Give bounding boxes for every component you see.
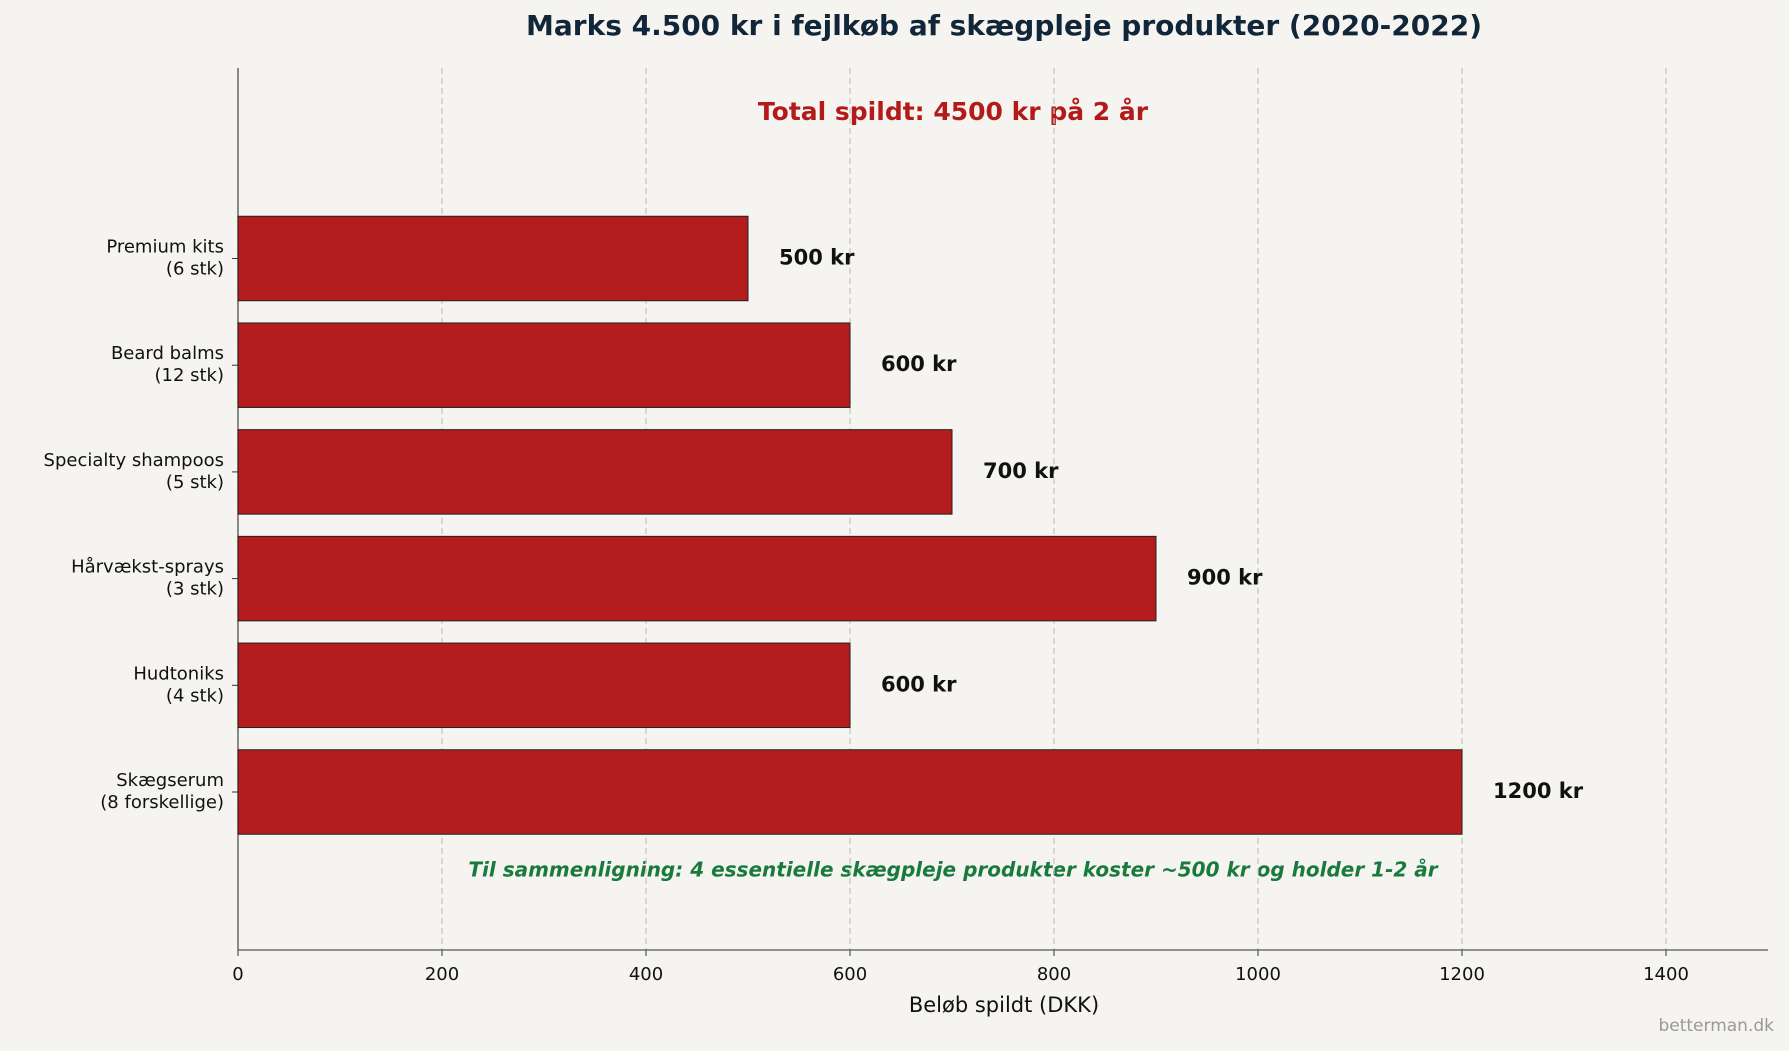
chart-title: Marks 4.500 kr i fejlkøb af skægpleje pr…: [526, 9, 1482, 42]
x-tick-label: 0: [232, 964, 243, 985]
x-tick-label: 200: [425, 964, 459, 985]
label-line: (12 stk): [154, 365, 224, 386]
value-label: 600 kr: [881, 672, 957, 696]
label-line: (6 stk): [166, 259, 224, 280]
x-tick-label: 1400: [1643, 964, 1689, 985]
bar: [237, 215, 749, 302]
x-tick-label: 1000: [1235, 964, 1281, 985]
label-line: Hudtoniks: [133, 663, 224, 684]
y-tick-label: Hudtoniks (4 stk): [133, 663, 224, 706]
value-label: 900 kr: [1187, 566, 1263, 590]
watermark: betterman.dk: [1658, 1016, 1774, 1036]
x-axis-label: Beløb spildt (DKK): [909, 993, 1099, 1017]
label-line: (3 stk): [166, 579, 224, 600]
y-tick-label: Skægserum (8 forskellige): [100, 770, 224, 813]
bar: [237, 749, 1463, 835]
value-label: 1200 kr: [1493, 779, 1584, 803]
value-label: 500 kr: [779, 246, 855, 270]
x-tick-label: 600: [833, 964, 867, 985]
x-tick-label: 800: [1037, 964, 1071, 985]
label-line: Specialty shampoos: [44, 450, 224, 471]
value-label: 700 kr: [983, 459, 1059, 483]
x-tick-label: 400: [629, 964, 663, 985]
bar: [237, 429, 953, 515]
bar: [237, 322, 851, 408]
value-label: 600 kr: [881, 352, 957, 376]
bar: [237, 642, 851, 729]
annotation: Total spildt: 4500 kr på 2 år: [758, 97, 1149, 126]
label-line: (5 stk): [166, 472, 224, 493]
label-line: Skægserum: [116, 770, 224, 791]
y-tick-label: Hårvækst-sprays (3 stk): [71, 557, 224, 600]
note: Til sammenligning: 4 essentielle skægple…: [468, 858, 1438, 882]
y-tick-label: Beard balms (12 stk): [111, 343, 224, 386]
label-line: Premium kits: [106, 237, 224, 258]
y-tick-label: Specialty shampoos (5 stk): [44, 450, 224, 493]
label-line: (4 stk): [166, 685, 224, 706]
x-tick-label: 1200: [1439, 964, 1485, 985]
label-line: Beard balms: [111, 343, 224, 364]
label-line: (8 forskellige): [100, 792, 224, 813]
bar: [237, 535, 1157, 622]
label-line: Hårvækst-sprays: [71, 557, 224, 578]
y-tick-label: Premium kits (6 stk): [106, 237, 224, 280]
